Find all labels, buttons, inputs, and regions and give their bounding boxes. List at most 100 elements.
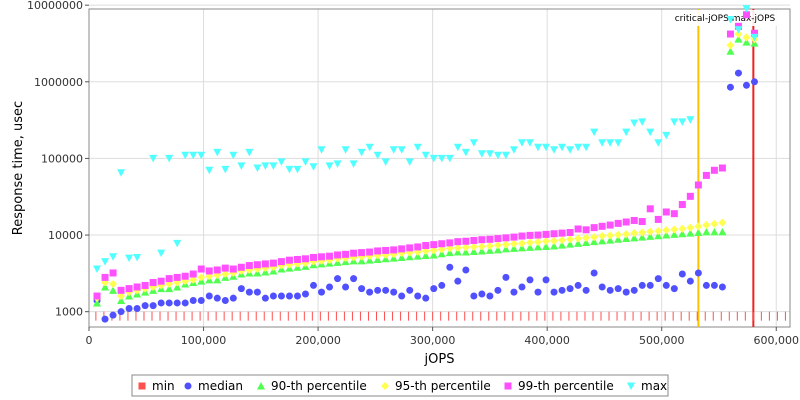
data-point [534,288,542,296]
data-point [558,229,566,237]
data-point [462,266,470,274]
series-max [93,5,759,274]
data-point [654,139,663,147]
data-point [670,118,679,126]
data-point [237,162,246,170]
data-point [477,242,486,251]
data-point [477,246,486,255]
data-point [582,286,590,294]
data-point [638,228,647,237]
data-point [101,258,110,266]
data-point [485,150,494,158]
data-point [253,288,261,296]
data-point [726,41,735,50]
y-tick-label: 10000 [48,229,83,242]
data-point [413,143,422,152]
data-point [430,241,438,249]
data-point [494,286,502,294]
data-point [430,285,438,293]
data-point [646,227,655,236]
data-point [437,245,446,254]
x-axis-title: jOPS [424,352,455,367]
data-point [614,219,622,227]
data-point [205,292,213,300]
data-point [710,166,718,174]
data-point [670,225,679,234]
data-point [622,218,630,226]
data-point [509,146,518,154]
data-point [133,283,141,291]
data-point [670,285,678,293]
data-point [742,11,750,19]
data-point [421,251,430,260]
legend: min median 90-th percentile 95-th percentil… [131,374,669,397]
data-point [734,35,743,43]
data-point [245,148,254,157]
data-point [390,288,398,296]
data-point [509,244,518,252]
data-point [366,248,374,256]
data-point [534,231,542,239]
data-point [678,118,687,126]
data-point [750,29,758,37]
data-point [334,275,342,283]
data-point [654,231,663,240]
data-point [686,277,694,285]
data-point [598,222,606,230]
data-point [117,308,125,316]
data-point [598,232,607,241]
data-point [710,281,718,289]
data-point [662,281,670,289]
data-point [173,239,182,248]
data-point [293,292,301,300]
data-point [285,256,293,264]
data-point [125,285,133,293]
data-point [454,238,462,246]
marker-labels: critical-jOPS max-jOPS [675,14,776,24]
data-point [726,30,734,38]
data-point [574,234,583,243]
data-point [718,227,727,236]
data-point [269,259,277,267]
data-point [606,139,615,147]
data-point [493,245,502,254]
data-point [117,286,125,294]
data-point [566,228,574,236]
data-point [301,158,310,166]
data-point [598,139,607,147]
data-point [622,288,630,296]
data-point [590,269,598,277]
data-point [406,244,414,252]
data-point [566,146,575,154]
x-tick-label: 600,000 [754,334,800,347]
data-point [101,273,109,281]
data-point [349,160,358,168]
data-point [181,299,189,307]
data-point [614,235,623,243]
data-point [622,230,631,239]
data-point [446,263,454,271]
y-axis-title: Response time, usec [11,101,26,235]
data-point [229,151,238,160]
y-tick-label: 1000 [55,306,83,319]
data-point [678,201,686,209]
data-point [133,253,142,262]
data-point [437,249,446,258]
data-point [445,154,454,163]
data-point [461,248,470,256]
data-point [157,249,166,258]
legend-label: 95-th percentile [395,379,491,393]
data-point [165,284,174,293]
data-point [197,265,205,273]
data-point [710,219,719,228]
data-point [510,288,518,296]
data-point [614,230,623,239]
data-point [501,151,510,160]
data-point [534,143,543,152]
data-point [582,233,591,242]
data-point [485,246,494,254]
legend-symbol [627,382,635,390]
series-99-th-percentile [93,11,758,300]
data-point [734,69,742,77]
